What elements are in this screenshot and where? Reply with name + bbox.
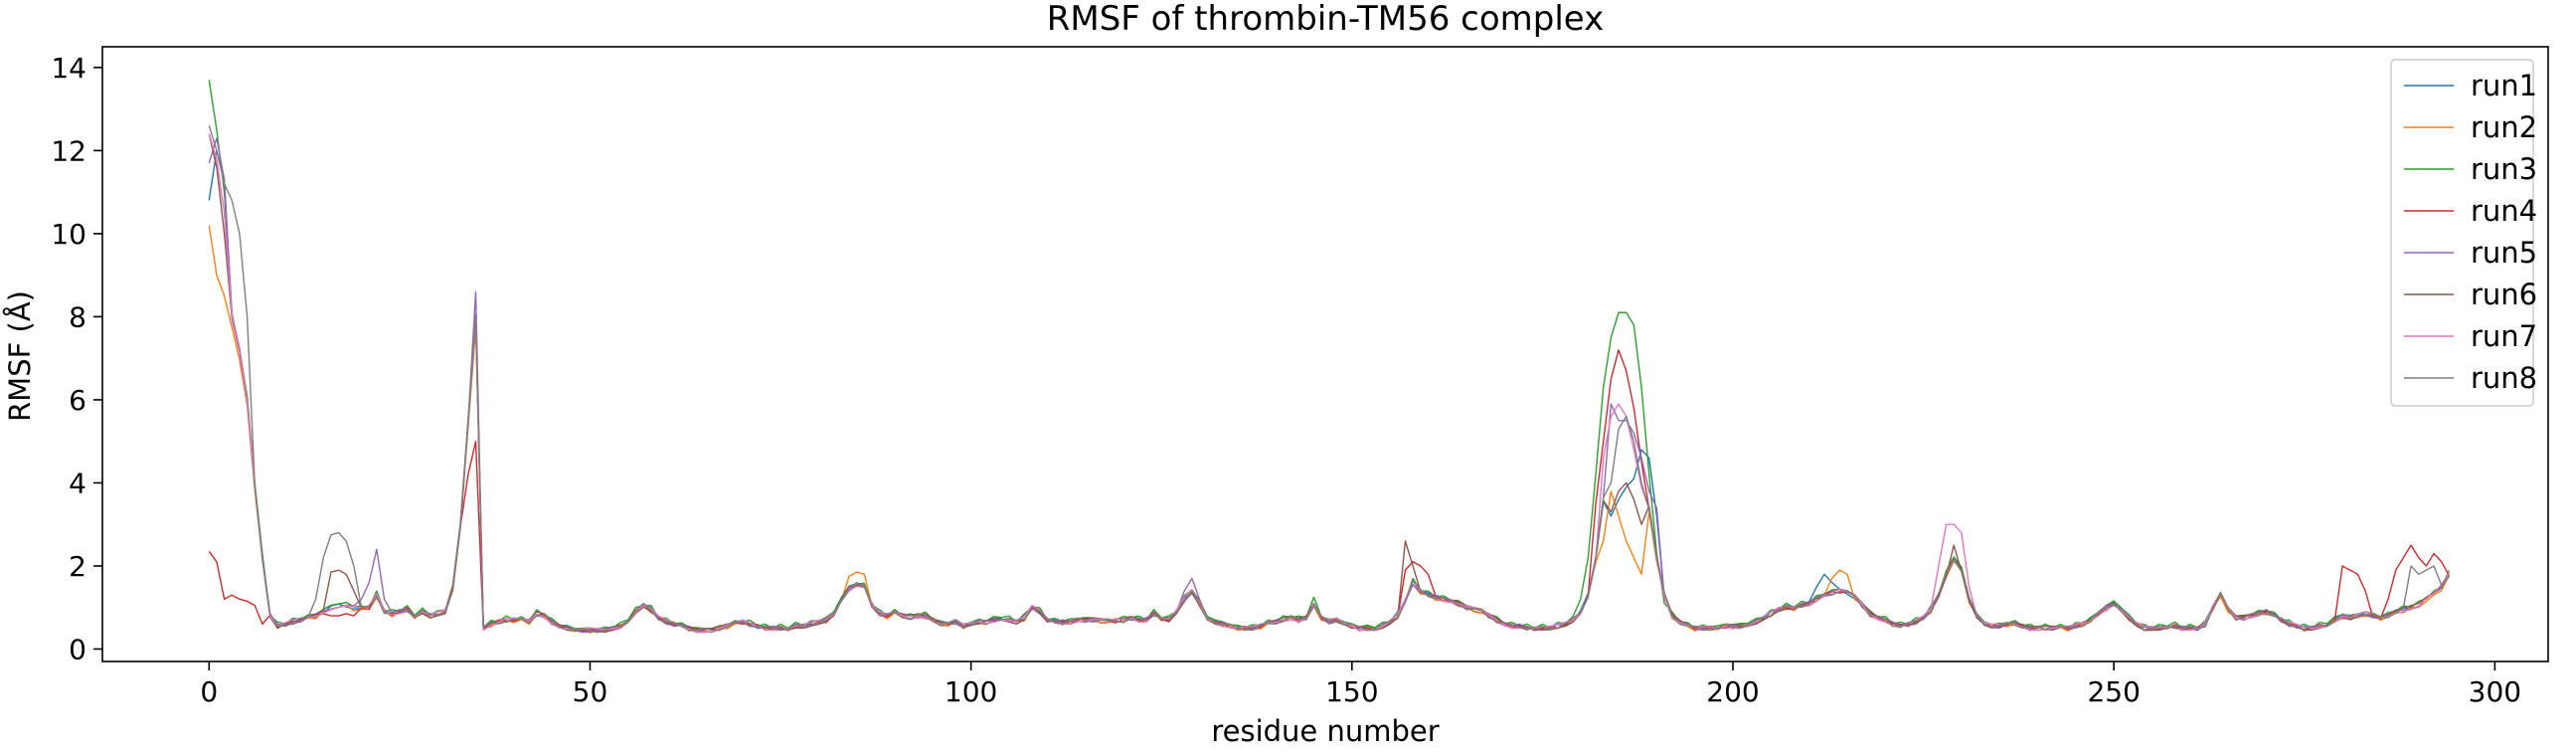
legend-box [2390,59,2534,407]
y-tick-label: 2 [69,550,86,583]
series-lines [208,80,2451,635]
plot-area: 0 50 100 150 200 250 300 0 2 4 6 8 10 12 14 [51,46,2549,708]
y-tick-label: 0 [69,633,86,665]
axes-frame [101,46,2549,662]
series-line-run8 [208,125,2450,634]
legend-label-run6: run6 [2471,278,2537,311]
chart-title: RMSF of thrombin-TM56 complex [1047,0,1605,39]
y-tick-label: 8 [69,300,86,333]
legend-label-run7: run7 [2471,319,2537,353]
legend-label-run4: run4 [2471,194,2537,228]
y-tick-label: 12 [51,134,86,167]
legend: run1 run2 run3 run4 run5 run6 run7 run8 [2390,59,2537,407]
x-tick-label: 50 [573,675,608,708]
x-axis-label: residue number [1211,714,1439,748]
legend-label-run5: run5 [2471,236,2537,270]
legend-label-run8: run8 [2471,361,2537,395]
legend-label-run1: run1 [2471,69,2537,102]
legend-label-run2: run2 [2471,110,2537,144]
x-tick-label: 250 [2087,675,2140,708]
y-axis-label: RMSF (Å) [3,290,37,422]
series-line-run5 [208,137,2450,634]
y-tick-label: 10 [51,218,86,251]
y-tick-label: 4 [69,467,86,499]
y-tick-label: 14 [51,52,86,85]
x-tick-label: 200 [1706,675,1759,708]
x-tick-label: 100 [945,675,997,708]
y-tick-label: 6 [69,384,86,417]
x-tick-label: 150 [1325,675,1378,708]
x-tick-label: 300 [2469,675,2521,708]
x-tick-label: 0 [200,675,218,708]
legend-label-run3: run3 [2471,152,2537,186]
